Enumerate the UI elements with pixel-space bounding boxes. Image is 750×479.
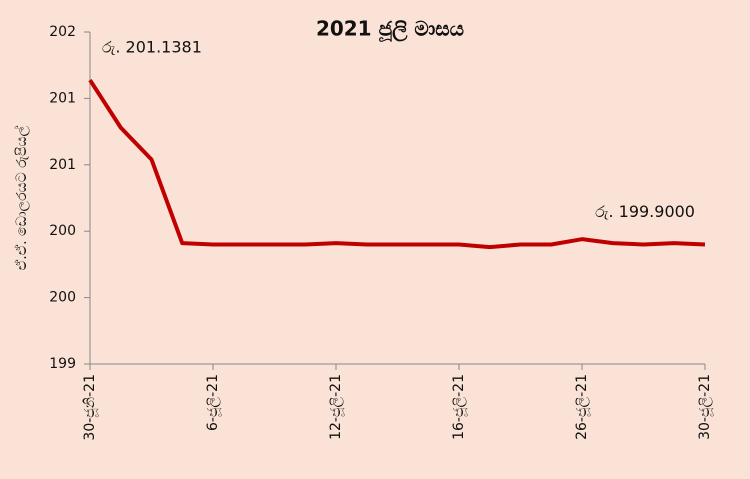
y-tick-label: 200 [49, 290, 76, 306]
x-tick-label: 12-ජූලි-21 [328, 374, 345, 440]
x-tick-label: 30-ජූනි-21 [82, 374, 99, 441]
chart-title: 2021 ජූලි මාසය [316, 17, 464, 44]
y-axis-label: ඒ.ඒ. ඩොලරයට රුපියල් [14, 125, 30, 270]
data-label: රු. 201.1381 [102, 38, 202, 57]
data-label: රු. 199.9000 [595, 202, 695, 221]
x-tick-label: 30-ජූලි-21 [697, 374, 714, 440]
x-tick-label: 6-ජූලි-21 [205, 374, 222, 431]
x-tick-label: 26-ජූලි-21 [574, 374, 591, 440]
y-tick-label: 200 [49, 223, 76, 239]
x-tick-label: 16-ජූලි-21 [451, 374, 468, 440]
line [88, 78, 706, 250]
y-tick-label: 201 [49, 157, 76, 173]
y-tick-label: 202 [49, 24, 76, 40]
y-tick-label: 199 [49, 356, 76, 372]
y-tick-label: 201 [49, 90, 76, 106]
